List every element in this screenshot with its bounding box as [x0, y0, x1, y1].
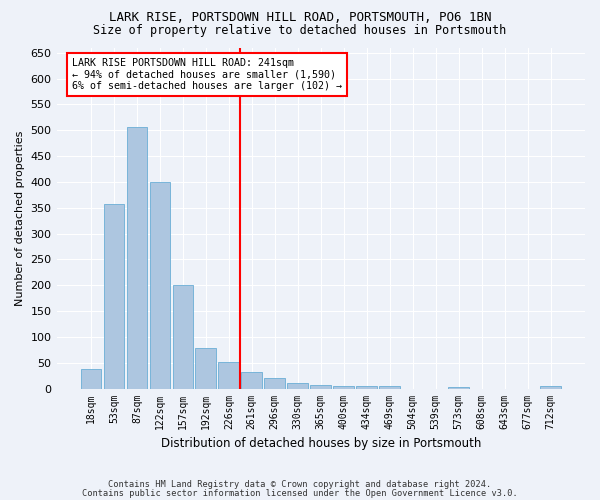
Bar — [196, 348, 216, 389]
Bar — [149, 182, 170, 388]
Text: Size of property relative to detached houses in Portsmouth: Size of property relative to detached ho… — [94, 24, 506, 37]
Bar — [80, 370, 101, 388]
Bar — [218, 362, 239, 388]
Bar — [127, 126, 147, 388]
Bar — [540, 386, 561, 388]
Bar — [379, 386, 400, 388]
Text: Contains public sector information licensed under the Open Government Licence v3: Contains public sector information licen… — [82, 489, 518, 498]
Text: Contains HM Land Registry data © Crown copyright and database right 2024.: Contains HM Land Registry data © Crown c… — [109, 480, 491, 489]
Bar — [173, 285, 193, 389]
Bar — [310, 385, 331, 388]
Bar — [241, 372, 262, 388]
Bar — [265, 378, 285, 388]
Bar — [334, 386, 354, 388]
Bar — [104, 204, 124, 388]
Bar — [448, 387, 469, 388]
Y-axis label: Number of detached properties: Number of detached properties — [15, 130, 25, 306]
Text: LARK RISE PORTSDOWN HILL ROAD: 241sqm
← 94% of detached houses are smaller (1,59: LARK RISE PORTSDOWN HILL ROAD: 241sqm ← … — [73, 58, 343, 91]
Bar — [287, 384, 308, 388]
Text: LARK RISE, PORTSDOWN HILL ROAD, PORTSMOUTH, PO6 1BN: LARK RISE, PORTSDOWN HILL ROAD, PORTSMOU… — [109, 11, 491, 24]
Bar — [356, 386, 377, 388]
X-axis label: Distribution of detached houses by size in Portsmouth: Distribution of detached houses by size … — [161, 437, 481, 450]
